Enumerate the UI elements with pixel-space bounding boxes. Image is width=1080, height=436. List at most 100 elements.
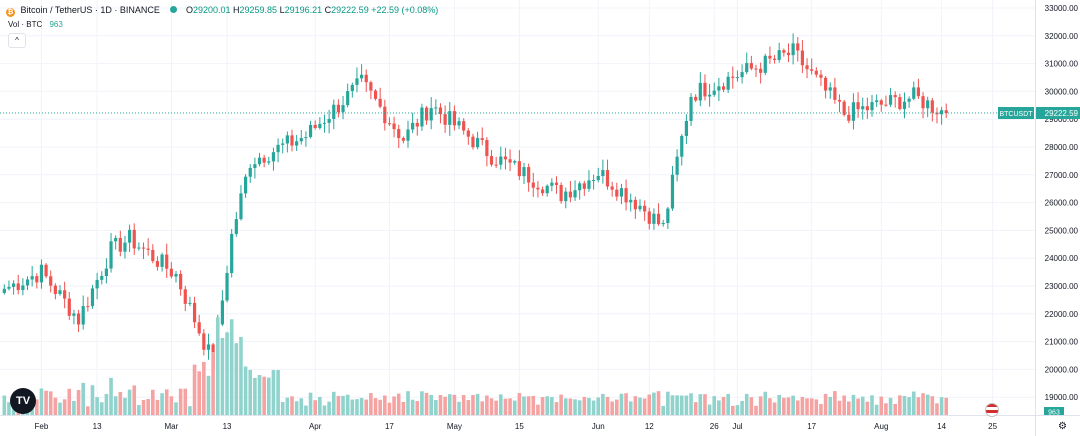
- candle-body: [299, 138, 303, 142]
- volume-bar: [939, 397, 944, 415]
- volume-bar: [48, 391, 53, 415]
- volume-bar: [763, 391, 768, 415]
- volume-bar: [401, 401, 406, 415]
- price-tick-label: 22000.00: [1045, 310, 1079, 319]
- volume-bar: [735, 405, 740, 415]
- volume-bar: [480, 401, 485, 415]
- volume-bar: [740, 400, 744, 415]
- chart-pane[interactable]: BTCUSDT: [0, 0, 1035, 415]
- volume-bar: [615, 399, 619, 415]
- price-scale[interactable]: 33000.00 32000.00 31000.00 30000.00 29000.00…: [1035, 0, 1080, 415]
- candle-body: [907, 98, 911, 102]
- tradingview-logo-icon[interactable]: TV: [10, 388, 36, 414]
- volume-bar: [554, 402, 559, 415]
- candle-body: [703, 82, 707, 97]
- candle-body: [564, 191, 568, 202]
- volume-bar: [809, 398, 814, 415]
- candle-body: [160, 254, 164, 267]
- candle-body: [438, 107, 443, 115]
- time-tick-label: Mar: [164, 422, 178, 431]
- candle-body: [930, 100, 934, 113]
- volume-bar: [285, 397, 290, 415]
- price-chart[interactable]: BTCUSDT: [0, 0, 1035, 415]
- candle-body: [540, 189, 545, 194]
- volume-bar: [155, 399, 160, 415]
- candle-body: [851, 102, 856, 121]
- price-tick-label: 28000.00: [1045, 143, 1079, 152]
- candle-body: [870, 102, 874, 111]
- candle-body: [72, 313, 76, 316]
- volume-bar: [7, 402, 11, 415]
- candle-body: [192, 302, 197, 323]
- candle-body: [336, 104, 340, 113]
- time-tick-label: Feb: [35, 422, 49, 431]
- candle-body: [916, 87, 920, 97]
- volume-bar: [262, 376, 266, 415]
- price-tick-label: 24000.00: [1045, 254, 1079, 263]
- time-tick-label: Jul: [732, 422, 742, 431]
- volume-tag-label: 963: [1048, 410, 1060, 416]
- last-price-tag: [1036, 107, 1080, 120]
- volume-bar: [707, 404, 712, 415]
- volume-bar: [58, 402, 62, 415]
- volume-bar: [248, 369, 253, 415]
- volume-bar: [782, 397, 786, 415]
- volume-bar: [443, 396, 447, 415]
- volume-bar: [304, 405, 308, 415]
- candle-body: [206, 344, 211, 350]
- volume-bar: [935, 403, 939, 415]
- candle-body: [155, 261, 160, 267]
- volume-bar: [146, 398, 150, 415]
- volume-bar: [359, 397, 364, 415]
- volume-bar: [373, 398, 378, 415]
- volume-bar: [749, 397, 754, 415]
- candle-body: [281, 143, 285, 145]
- candle-body: [39, 264, 44, 283]
- time-tick-label: 17: [807, 422, 816, 431]
- candle-body: [837, 99, 842, 102]
- volume-bar: [383, 395, 387, 415]
- candle-body: [169, 268, 173, 277]
- candle-body: [902, 101, 907, 110]
- candle-body: [35, 276, 39, 283]
- candle-body: [462, 121, 466, 131]
- time-tick-label: Apr: [309, 422, 322, 431]
- volume-bar: [62, 399, 67, 415]
- price-tick-label: 20000.00: [1045, 365, 1079, 374]
- volume-bar: [420, 391, 424, 415]
- settings-icon[interactable]: ⚙: [1058, 421, 1067, 432]
- volume-bar: [355, 399, 359, 415]
- candle-body: [234, 219, 238, 234]
- time-scale[interactable]: Feb 13 Mar 13 Apr 17 May 15 Jun 12 26 Jul 17 Aug 14 25: [0, 415, 1035, 436]
- candle-body: [443, 114, 447, 125]
- candle-body: [791, 43, 795, 56]
- candle-body: [202, 333, 206, 350]
- time-tick-label: 26: [710, 422, 719, 431]
- volume-bar: [795, 400, 800, 415]
- candle-body: [888, 95, 893, 105]
- volume-bar: [86, 406, 90, 415]
- candle-body: [554, 182, 559, 185]
- volume-bar: [2, 395, 7, 415]
- candle-body: [550, 182, 554, 186]
- candle-body: [151, 249, 155, 262]
- candle-body: [912, 87, 916, 99]
- volume-bar: [341, 395, 345, 415]
- candle-body: [295, 141, 299, 146]
- candle-body: [879, 100, 883, 105]
- volume-bar: [805, 398, 809, 415]
- symbol-title[interactable]: Bitcoin / TetherUS · 1D · BINANCE: [20, 5, 160, 15]
- candle-body: [689, 96, 693, 121]
- volume-bar: [447, 394, 452, 415]
- candle-body: [165, 254, 169, 269]
- volume-bar: [331, 391, 336, 415]
- candle-body: [267, 161, 271, 163]
- volume-bar: [624, 393, 628, 415]
- candle-body: [276, 144, 280, 153]
- volume-bar: [791, 395, 795, 415]
- collapse-legend-button[interactable]: ^: [8, 33, 26, 48]
- candle-body: [392, 123, 396, 130]
- candle-body: [670, 174, 675, 209]
- candle-body: [647, 211, 651, 224]
- candle-body: [624, 188, 628, 203]
